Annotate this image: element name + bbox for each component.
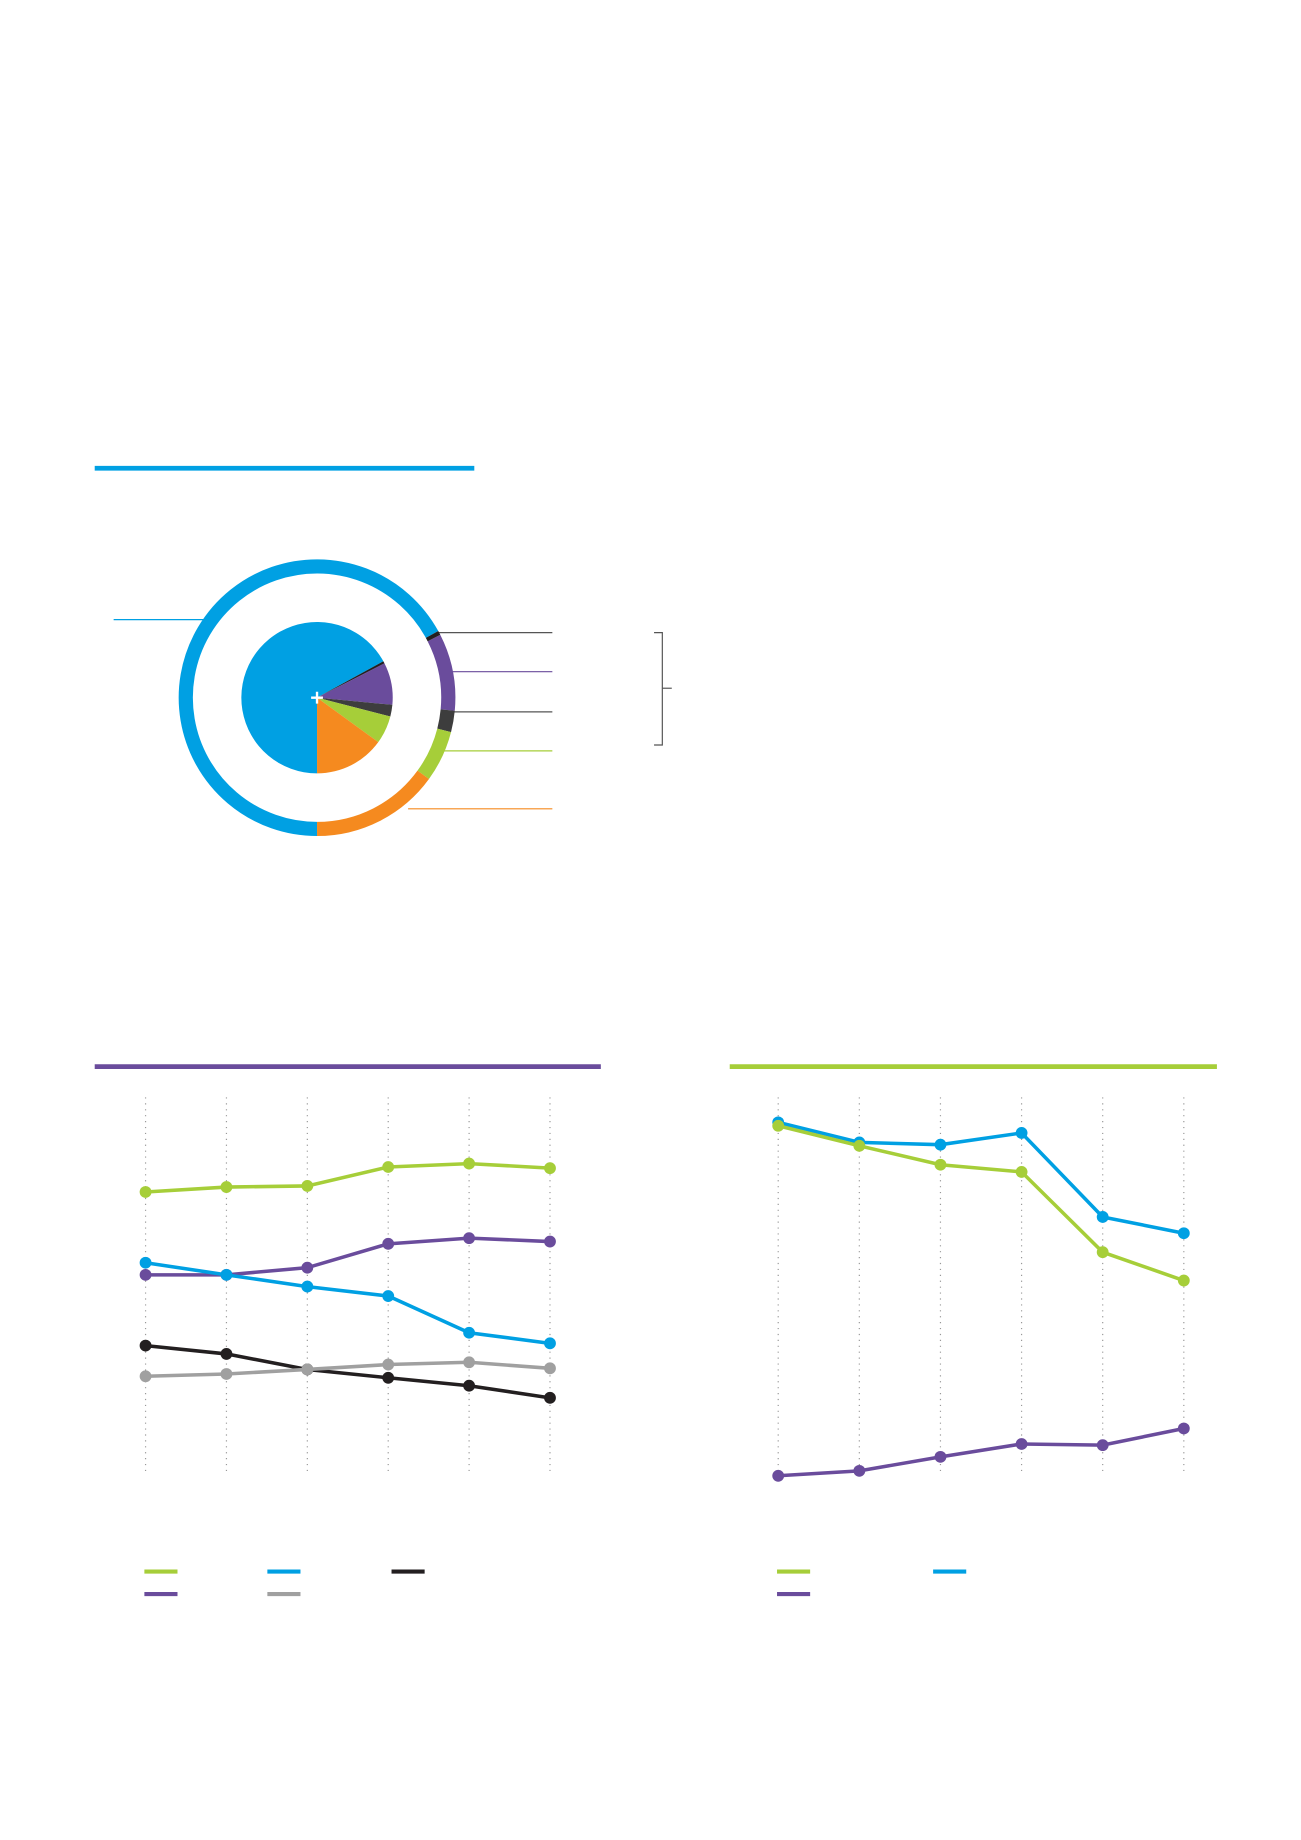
data-point [1177,1227,1190,1240]
data-point [544,1362,556,1375]
data-point [1015,1438,1028,1450]
pie-slice [317,661,385,698]
bracket [654,632,663,746]
data-point [139,1339,152,1352]
data-point [139,1370,152,1383]
data-point [1096,1439,1109,1452]
center-cross [311,691,323,704]
data-point [1177,1274,1190,1287]
data-point [301,1280,314,1293]
data-point [544,1235,556,1248]
data-point [139,1256,152,1269]
data-point [301,1363,314,1376]
data-point [1015,1166,1028,1178]
ring-segment [437,709,455,733]
series-line [777,1124,1185,1283]
ring-segment [425,631,441,642]
legend-swatches [144,1569,967,1597]
data-point [382,1237,395,1250]
data-point [463,1379,476,1392]
data-point [220,1368,233,1380]
data-point [853,1139,866,1152]
data-point [382,1358,395,1371]
series-line [777,1120,1185,1235]
pie-slice [317,697,393,717]
data-point [382,1161,395,1173]
series-line [145,1236,551,1277]
data-point [301,1261,314,1274]
data-point [934,1138,947,1151]
data-point [934,1158,947,1171]
pie-slice [317,663,393,705]
data-point [1096,1211,1109,1223]
data-point [463,1326,476,1339]
data-point [544,1162,556,1175]
data-point [544,1391,556,1404]
data-point [220,1181,233,1193]
data-point [301,1180,314,1192]
data-point [382,1290,395,1302]
series-line [145,1360,551,1379]
data-point [139,1186,152,1198]
data-point [1015,1127,1028,1139]
data-point [220,1268,233,1281]
data-point [220,1348,233,1360]
pie-slice [317,697,379,774]
data-point [139,1268,152,1281]
leader-lines [113,619,672,810]
ring-segment [178,559,439,837]
data-point [463,1232,476,1245]
series-line [145,1343,551,1400]
data-point [463,1157,476,1170]
data-point [934,1450,947,1463]
ring-segment [417,728,452,780]
series-line [778,1426,1185,1478]
series-line [145,1260,551,1346]
data-point [463,1356,476,1369]
data-point [1177,1422,1190,1435]
data-point [772,1469,785,1482]
ring-segment [316,770,429,837]
data-point [1096,1246,1109,1259]
pie-slice [317,697,391,743]
data-point [382,1371,395,1384]
series-line [145,1161,551,1194]
data-point [544,1337,556,1350]
ring-segment [427,634,456,711]
data-point [772,1119,785,1132]
data-point [853,1464,866,1477]
